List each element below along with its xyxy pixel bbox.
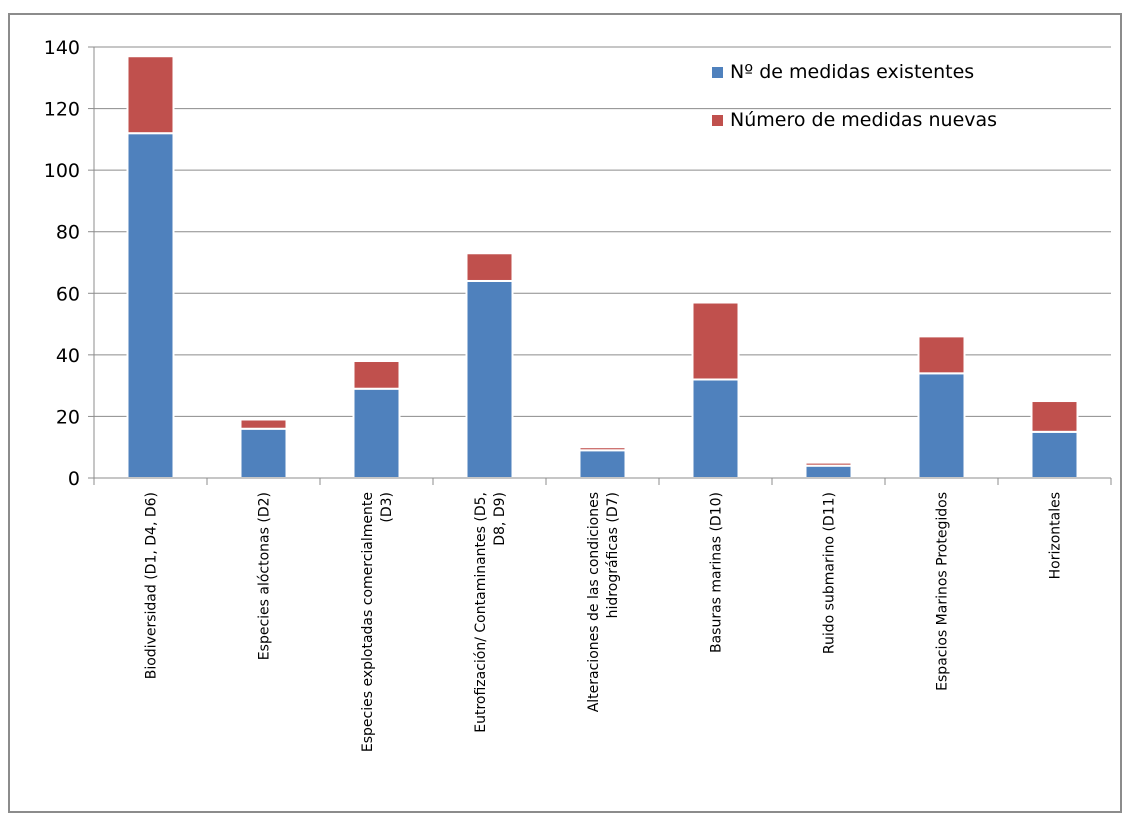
chart-frame: 0 20 40 60 80 100 120 140 Biodiversidad (D1, D4… [8, 13, 1122, 813]
x-category-label: Biodiversidad (D1, D4, D6) [144, 492, 160, 679]
bar-segment-new [352, 360, 401, 390]
x-category-label-line: Basuras marinas (D10) [709, 492, 725, 653]
bars [126, 55, 1079, 480]
bar-segment-new [465, 252, 514, 282]
bar-segment-existing [465, 279, 514, 479]
x-category-label: Ruido submarino (D11) [822, 492, 838, 654]
x-category-label-line: Biodiversidad (D1, D4, D6) [144, 492, 160, 679]
bar-segment-new [917, 335, 966, 375]
x-category-label-line: Ruido submarino (D11) [822, 492, 838, 654]
x-category-label: Basuras marinas (D10) [709, 492, 725, 653]
y-tick-label: 0 [68, 468, 80, 490]
gridlines [94, 46, 1111, 417]
bar-segment-existing [804, 464, 853, 479]
x-category-label-line: (D3) [379, 492, 395, 523]
bar-segment-existing [126, 132, 175, 479]
legend-swatch [712, 67, 723, 78]
stacked-bar-chart: 0 20 40 60 80 100 120 140 Biodiversidad (D1, D4… [44, 37, 1112, 752]
x-category-label: Alteraciones de las condiciones hidrográf… [586, 492, 621, 712]
bar-segment-new [1030, 400, 1079, 433]
bar-segment-existing [578, 449, 627, 479]
x-category-label-line: Horizontales [1048, 492, 1064, 579]
y-tick-label: 100 [44, 160, 80, 182]
y-tick-label: 120 [44, 99, 80, 121]
bar-segment-new [126, 55, 175, 135]
x-category-label-line: Espacios Marinos Protegidos [935, 492, 951, 691]
bar-segment-new [691, 301, 740, 381]
bar-segment-new [804, 461, 853, 467]
x-category-label-line: Especies explotadas comercialmente [360, 492, 376, 752]
y-tick-label: 140 [44, 37, 80, 59]
x-category-label: Eutrofización/ Contaminantes (D5, D8, D9) [473, 492, 508, 733]
y-tick-label: 80 [56, 222, 80, 244]
bar-segment-new [578, 446, 627, 452]
x-category-label: Especies explotadas comercialmente (D3) [360, 492, 395, 752]
x-category-label-line: hidrográficas (D7) [605, 492, 621, 618]
bar-segment-existing [239, 427, 288, 479]
y-tick-label: 40 [56, 345, 80, 367]
x-category-label-line: Especies alóctonas (D2) [257, 492, 273, 660]
x-category-label: Especies alóctonas (D2) [257, 492, 273, 660]
x-category-label: Horizontales [1048, 492, 1064, 579]
y-axis: 0 20 40 60 80 100 120 140 [44, 37, 95, 490]
x-category-label-line: Alteraciones de las condiciones [586, 492, 602, 712]
x-axis: Biodiversidad (D1, D4, D6) Especies alóct… [93, 477, 1112, 752]
bar-segment-existing [917, 372, 966, 480]
x-category-label-line: D8, D9) [492, 492, 508, 546]
y-tick-label: 60 [56, 283, 80, 305]
bar-segment-existing [1030, 430, 1079, 480]
x-category-label: Espacios Marinos Protegidos [935, 492, 951, 691]
legend-label: Nº de medidas existentes [730, 61, 974, 83]
y-tick-label: 20 [56, 406, 80, 428]
bar-segment-new [239, 418, 288, 430]
legend-label: Número de medidas nuevas [730, 109, 997, 131]
legend: Nº de medidas existentes Número de medida… [712, 61, 997, 131]
bar-segment-existing [691, 378, 740, 479]
legend-swatch [712, 115, 723, 126]
x-category-label-line: Eutrofización/ Contaminantes (D5, [473, 492, 489, 733]
bar-segment-existing [352, 387, 401, 480]
